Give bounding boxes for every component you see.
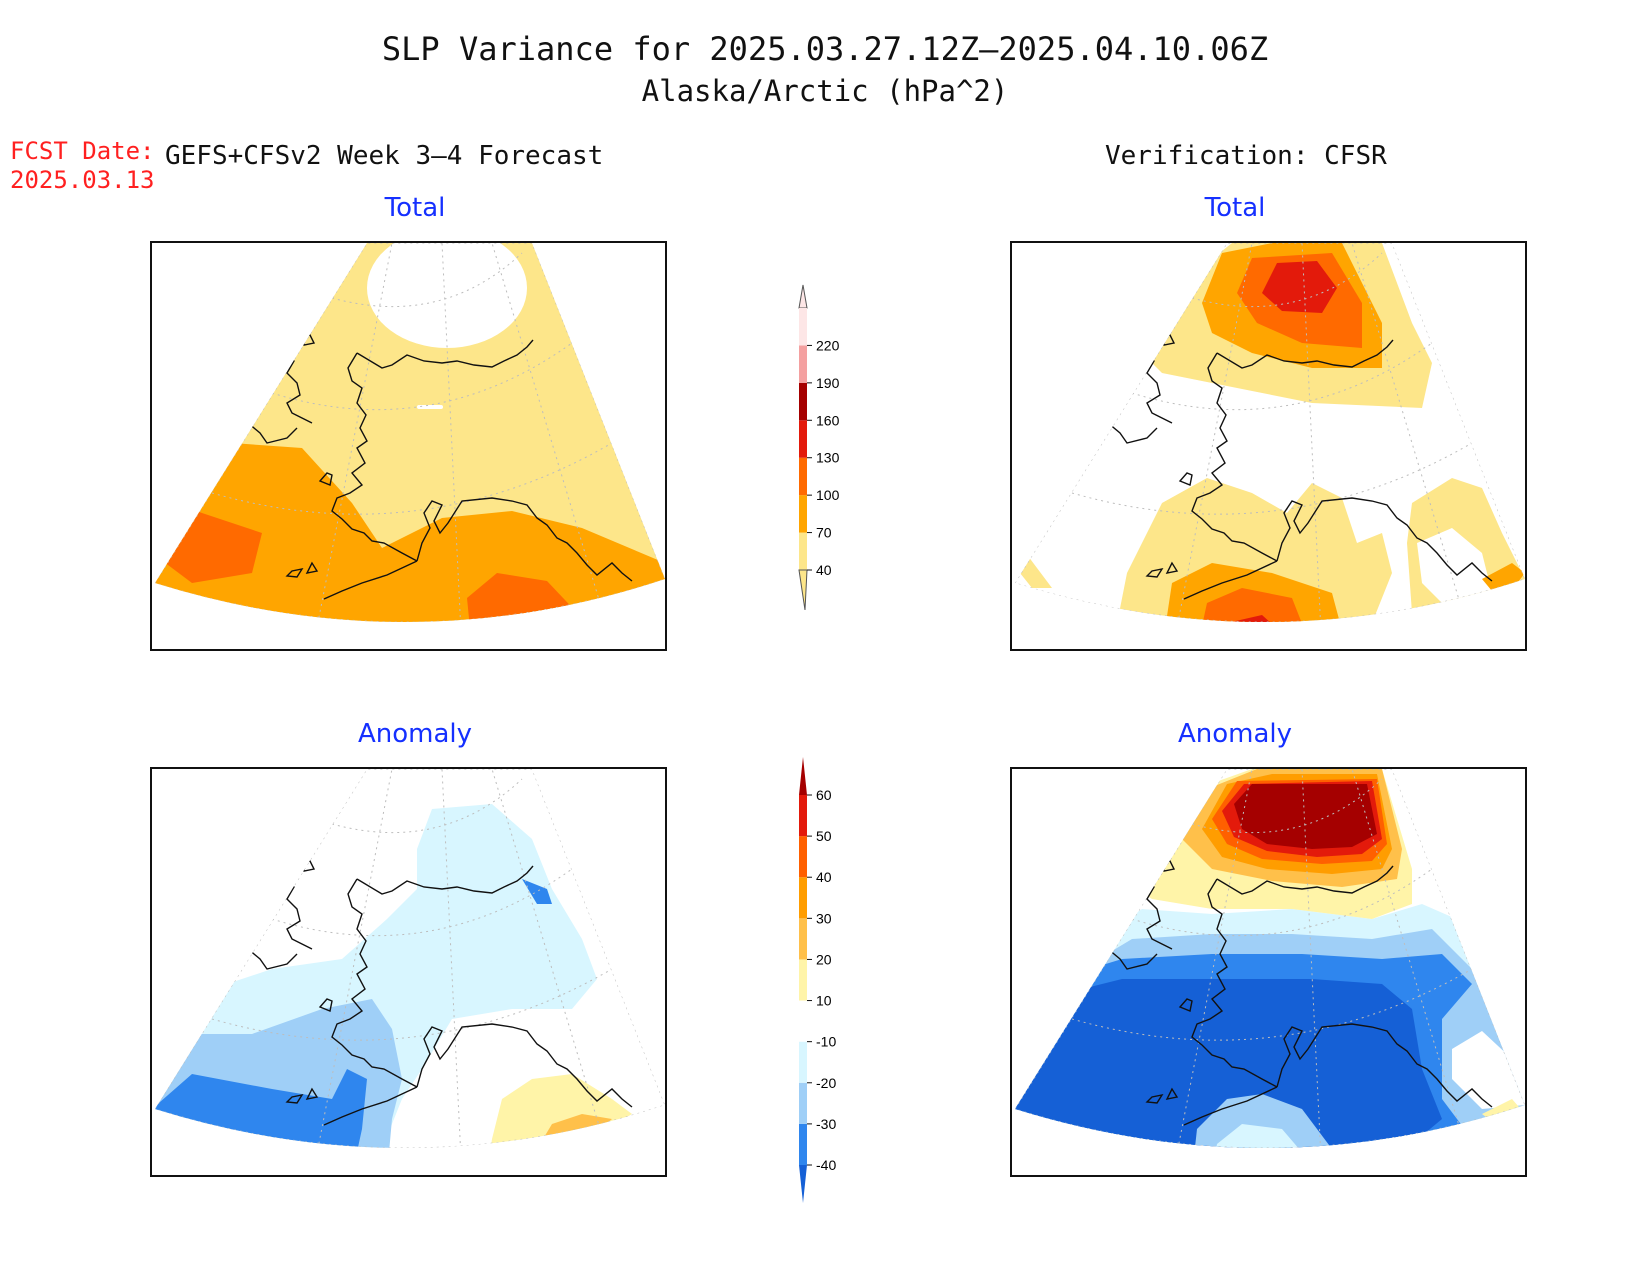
panel-title-verification-total: Total [1204, 193, 1266, 223]
colorbar-anomaly-svg: -40 -30 -20 -10 10 20 30 40 50 60 [799, 757, 836, 1203]
panel-title-verification-anomaly: Anomaly [1177, 719, 1293, 749]
forecast-date-value: 2025.03.13 [10, 166, 155, 194]
colorbar-total-bottom-tip [798, 569, 808, 611]
colorbar-anomaly-label-6: 30 [816, 910, 832, 926]
colorbar-anomaly-label-5: 20 [816, 951, 832, 967]
colorbar-total-label-0: 40 [816, 562, 832, 578]
map-forecast-total [150, 241, 667, 651]
colorbar-anomaly-band-4 [799, 1000, 807, 1042]
colorbar-total-band-4 [799, 382, 807, 421]
colorbar-anomaly: -40 -30 -20 -10 10 20 30 40 50 60 [795, 755, 865, 1205]
forecast-date-block: FCST Date: 2025.03.13 [10, 137, 155, 195]
map-forecast-anomaly [150, 767, 667, 1177]
colorbar-anomaly-band-7 [799, 877, 807, 919]
colorbar-anomaly-label-3: -10 [816, 1034, 836, 1050]
panel-title-forecast-total: Total [384, 193, 446, 223]
colorbar-total: 40 70 100 130 160 190 220 [795, 280, 865, 611]
colorbar-total-band-6 [799, 308, 807, 346]
verification-header: Verification: CFSR [1105, 141, 1387, 171]
colorbar-anomaly-bottom-tip [799, 1165, 807, 1203]
colorbar-anomaly-band-1 [799, 1123, 807, 1165]
colorbar-anomaly-label-0: -40 [816, 1157, 836, 1173]
map-verification-total [1010, 241, 1527, 651]
colorbar-total-label-6: 220 [816, 337, 840, 353]
colorbar-anomaly-label-2: -20 [816, 1075, 836, 1091]
colorbar-total-label-5: 190 [816, 375, 840, 391]
colorbar-anomaly-band-6 [799, 918, 807, 960]
forecast-date-label: FCST Date: [10, 137, 155, 165]
panel-title-forecast-anomaly: Anomaly [357, 719, 473, 749]
colorbar-anomaly-band-5 [799, 959, 807, 1001]
main-title: SLP Variance for 2025.03.27.12Z–2025.04.… [381, 30, 1269, 68]
colorbar-anomaly-band-8 [799, 836, 807, 878]
forecast-header: GEFS+CFSv2 Week 3–4 Forecast [165, 141, 604, 171]
map-verification-anomaly [1010, 767, 1527, 1177]
colorbar-total-label-3: 130 [816, 450, 840, 466]
colorbar-total-svg: 40 70 100 130 160 190 220 [798, 284, 840, 611]
colorbar-total-band-1 [799, 495, 807, 533]
colorbar-total-label-2: 100 [816, 487, 840, 503]
colorbar-anomaly-label-9: 60 [816, 787, 832, 803]
colorbar-anomaly-top-tip [799, 757, 807, 795]
colorbar-anomaly-band-2 [799, 1082, 807, 1124]
colorbar-anomaly-label-8: 50 [816, 828, 832, 844]
subtitle: Alaska/Arctic (hPa^2) [641, 74, 1009, 108]
colorbar-anomaly-band-3 [799, 1041, 807, 1083]
colorbar-anomaly-label-1: -30 [816, 1116, 836, 1132]
colorbar-anomaly-label-7: 40 [816, 869, 832, 885]
colorbar-total-label-1: 70 [816, 525, 832, 541]
colorbar-total-band-2 [799, 457, 807, 496]
colorbar-total-label-4: 160 [816, 412, 840, 428]
colorbar-anomaly-label-4: 10 [816, 993, 832, 1009]
colorbar-total-band-5 [799, 345, 807, 383]
colorbar-total-top-tip [798, 284, 808, 309]
colorbar-total-band-0 [799, 532, 807, 570]
colorbar-total-band-3 [799, 420, 807, 458]
colorbar-anomaly-band-9 [799, 795, 807, 837]
